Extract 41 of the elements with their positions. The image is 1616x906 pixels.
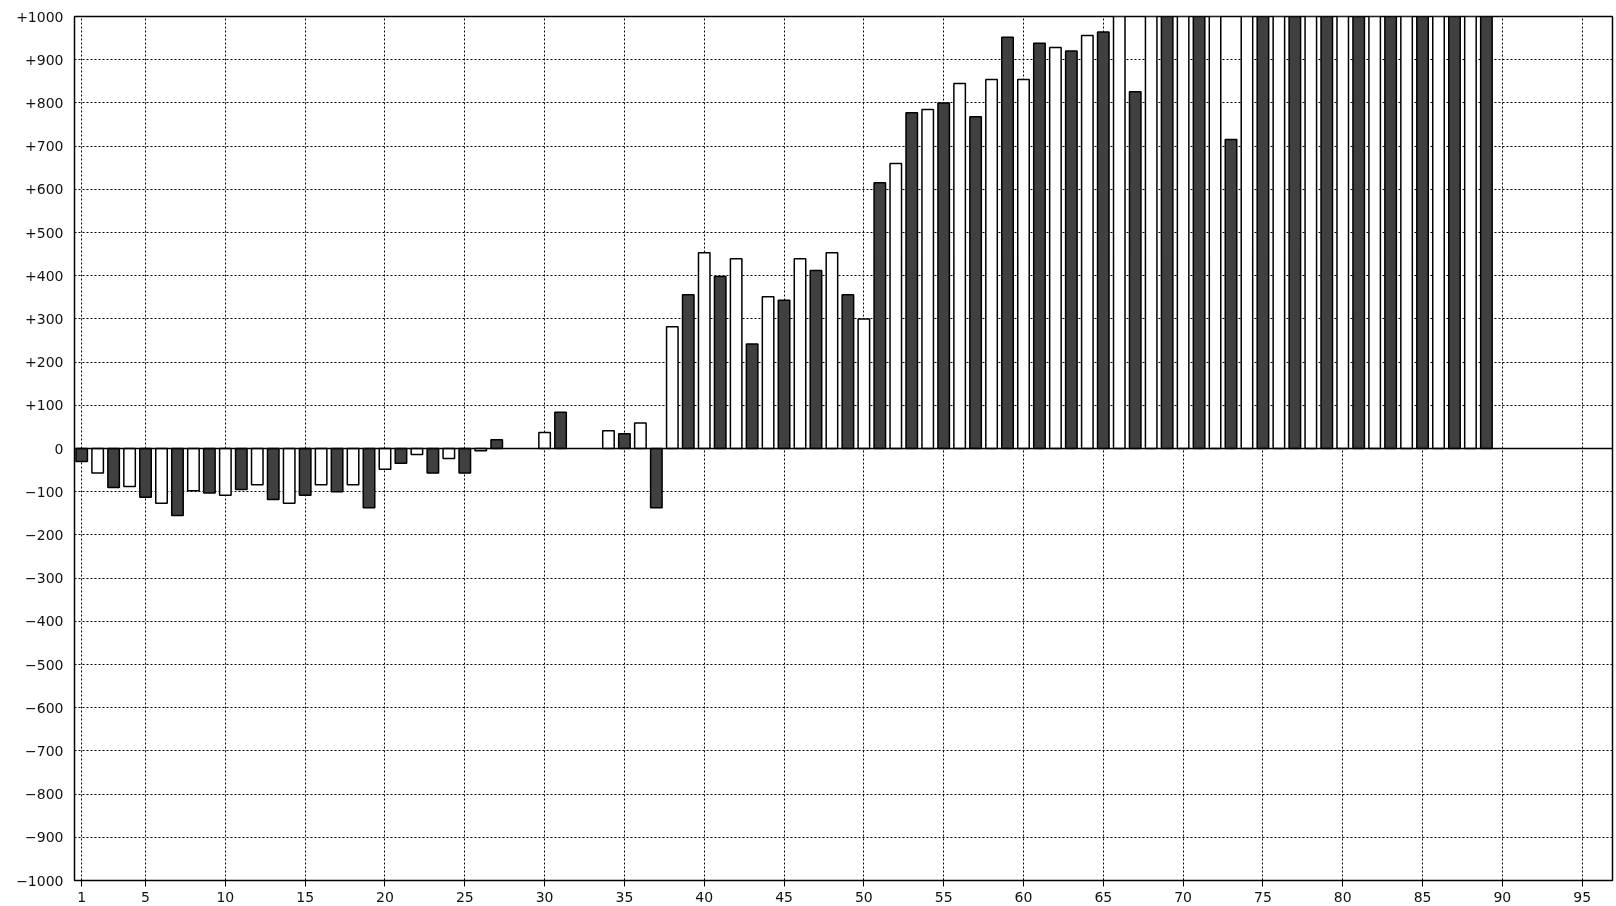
x-tick-label: 75 (1254, 888, 1272, 905)
y-tick-label: −200 (25, 526, 64, 543)
x-tick-label: 20 (376, 888, 394, 905)
y-tick-label: +1000 (16, 8, 64, 25)
y-tick-label: −700 (25, 742, 64, 759)
x-tick-label: 55 (934, 888, 953, 905)
y-tick-label: −600 (25, 699, 64, 716)
y-tick-label: −1000 (16, 872, 64, 889)
y-tick-label: +900 (25, 51, 64, 68)
x-tick-label: 10 (216, 888, 235, 905)
y-tick-label: −500 (25, 656, 64, 673)
x-tick-label: 1 (77, 888, 87, 905)
x-tick-label: 70 (1174, 888, 1193, 905)
y-tick-label: −800 (25, 786, 64, 803)
y-tick-label: −400 (25, 613, 64, 630)
y-tick-label: −100 (25, 483, 64, 500)
x-tick-label: 5 (141, 888, 150, 905)
y-tick-label: +800 (25, 94, 64, 111)
y-tick-label: +500 (25, 224, 64, 241)
x-tick-label: 85 (1413, 888, 1432, 905)
x-tick-label: 50 (854, 888, 873, 905)
y-tick-label: +200 (25, 354, 64, 371)
y-tick-label: +100 (25, 397, 64, 414)
x-tick-label: 45 (775, 888, 793, 905)
x-tick-label: 25 (455, 888, 474, 905)
x-tick-label: 80 (1333, 888, 1352, 905)
x-tick-label: 90 (1493, 888, 1512, 905)
y-tick-label: +700 (25, 138, 64, 155)
y-tick-label: +400 (25, 267, 64, 284)
y-tick-label: 0 (54, 440, 64, 457)
x-tick-label: 40 (695, 888, 714, 905)
y-tick-label: −300 (25, 570, 64, 587)
x-tick-label: 35 (615, 888, 634, 905)
y-tick-label: +600 (25, 181, 64, 198)
x-tick-label: 30 (535, 888, 554, 905)
y-tick-label: −900 (25, 829, 64, 846)
x-tick-label: 60 (1014, 888, 1033, 905)
x-tick-label: 15 (296, 888, 315, 905)
x-tick-label: 95 (1573, 888, 1592, 905)
y-tick-label: +300 (25, 310, 64, 327)
x-tick-label: 65 (1094, 888, 1113, 905)
